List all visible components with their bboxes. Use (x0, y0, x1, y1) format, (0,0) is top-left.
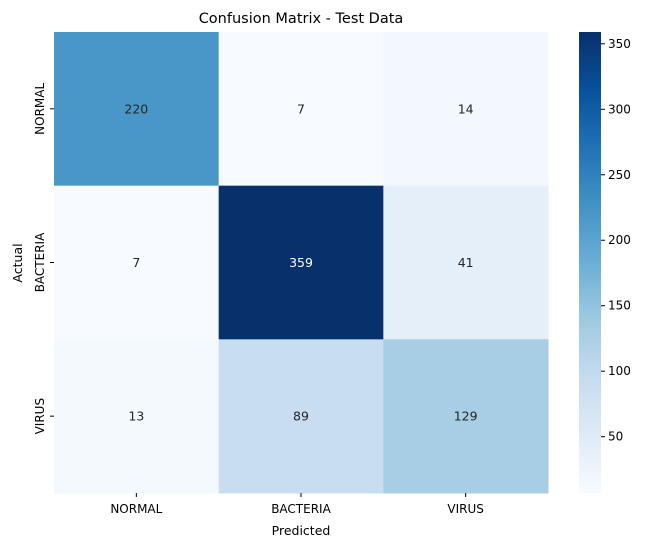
colorbar-tick-label: 250 (608, 168, 631, 182)
heatmap-cell (383, 185, 549, 340)
heatmap-annotations: 220 7 14 7 359 41 13 89 129 (124, 101, 477, 423)
x-axis-label: Predicted (272, 523, 331, 538)
heatmap-cell (54, 32, 220, 187)
colorbar-tick-label: 200 (608, 233, 631, 247)
y-axis-label: Actual (10, 243, 25, 282)
heatmap-cell (218, 32, 384, 187)
x-tick-label: NORMAL (110, 502, 162, 516)
cell-value-label: 359 (289, 255, 313, 270)
cell-value-label: 14 (458, 101, 474, 116)
y-tick-label: BACTERIA (33, 232, 47, 292)
cell-value-label: 220 (124, 101, 148, 116)
x-tick-label: BACTERIA (271, 502, 331, 516)
colorbar: 50 100 150 200 250 300 350 (579, 32, 631, 493)
heatmap-cell (54, 339, 220, 494)
y-tick-label: NORMAL (33, 83, 47, 135)
cell-value-label: 41 (458, 255, 474, 270)
heatmap-cell (383, 339, 549, 494)
colorbar-gradient (579, 32, 601, 493)
cell-value-label: 7 (132, 255, 140, 270)
x-axis-ticks: NORMAL BACTERIA VIRUS (110, 493, 484, 516)
colorbar-tick-label: 350 (608, 37, 631, 51)
heatmap-cell (54, 185, 220, 340)
heatmap-cell (218, 185, 384, 340)
cell-value-label: 129 (454, 409, 478, 424)
colorbar-tick-label: 300 (608, 102, 631, 116)
cell-value-label: 89 (293, 409, 309, 424)
colorbar-tick-label: 100 (608, 364, 631, 378)
y-axis-ticks: NORMAL BACTERIA VIRUS (33, 83, 54, 435)
chart-title: Confusion Matrix - Test Data (199, 11, 404, 27)
heatmap-cell (218, 339, 384, 494)
colorbar-tick-label: 50 (608, 430, 623, 444)
heatmap-cell (383, 32, 549, 187)
heatmap-cells (54, 32, 549, 494)
cell-value-label: 7 (297, 101, 305, 116)
cell-value-label: 13 (128, 409, 144, 424)
y-tick-label: VIRUS (33, 398, 47, 435)
colorbar-tick-label: 150 (608, 299, 631, 313)
x-tick-label: VIRUS (447, 502, 484, 516)
